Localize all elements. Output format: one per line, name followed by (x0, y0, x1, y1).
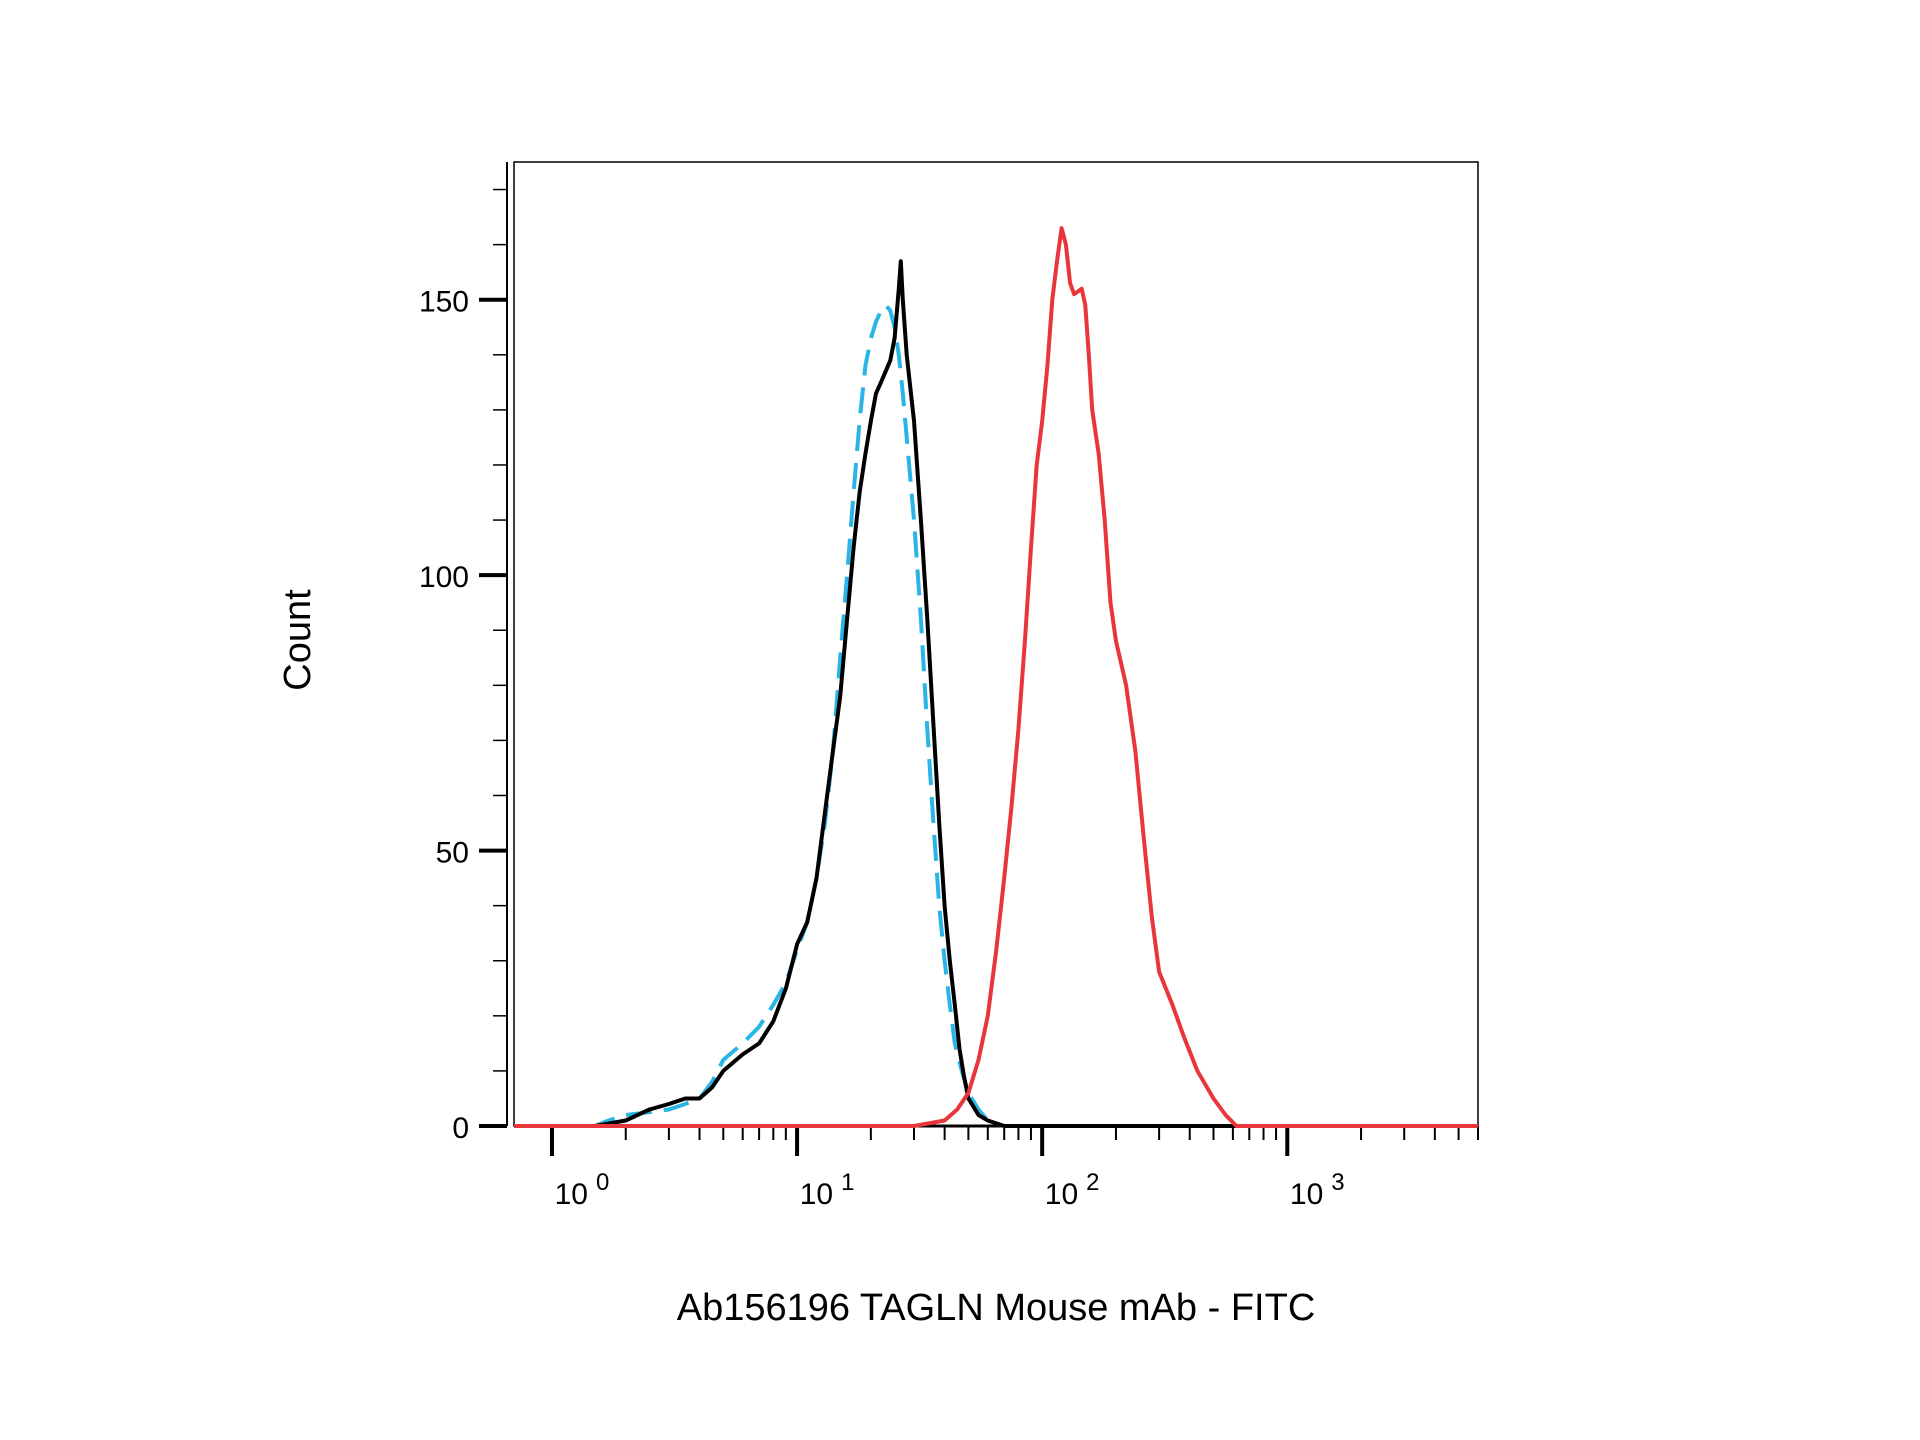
x-tick-label: 10 1 (800, 1169, 855, 1211)
x-tick-label: 10 2 (1045, 1169, 1100, 1211)
x-tick-label: 10 0 (555, 1169, 610, 1211)
series-layer (514, 226, 1478, 1128)
y-tick-label: 100 (419, 561, 469, 594)
y-tick-label: 150 (419, 286, 469, 319)
y-axis: 0 50 100 150 (419, 162, 508, 1145)
plot-frame (513, 161, 1479, 1127)
x-axis: 10 0 10 1 10 2 10 3 (514, 1124, 1479, 1211)
series-line-0 (514, 303, 1478, 1128)
y-axis-label: Count (277, 589, 319, 691)
x-tick-label: 10 3 (1290, 1169, 1345, 1211)
series-line-1 (514, 259, 1478, 1128)
x-axis-label: Ab156196 TAGLN Mouse mAb - FITC (677, 1287, 1316, 1329)
series-line-2 (514, 226, 1478, 1128)
y-tick-label: 50 (436, 837, 469, 870)
y-tick-label: 0 (452, 1112, 469, 1145)
